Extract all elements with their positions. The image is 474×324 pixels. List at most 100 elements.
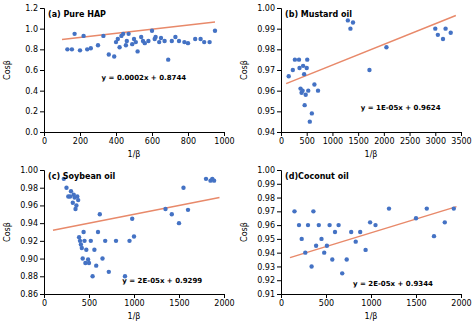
- scatter-point: [181, 186, 185, 190]
- scatter-point: [166, 57, 170, 61]
- tick-mark: [371, 294, 372, 298]
- tick-mark: [326, 294, 327, 298]
- tick-mark: [188, 132, 189, 136]
- tick-mark: [134, 294, 135, 298]
- panel: 020040060080010000.00.20.40.60.81.01.2y …: [3, 4, 235, 159]
- tick-label: 0.96: [257, 87, 275, 96]
- tick: 500: [319, 294, 334, 308]
- y-axis: 0.00.20.40.60.81.01.2: [25, 4, 44, 137]
- scatter-point: [146, 39, 150, 43]
- tick-label: 1000: [361, 299, 381, 308]
- scatter-point: [204, 177, 208, 181]
- scatter-point: [135, 49, 139, 53]
- scatter-point: [76, 198, 80, 202]
- tick-label: 0.2: [25, 107, 38, 116]
- scatter-point: [70, 47, 74, 51]
- tick-label: 1500: [169, 299, 189, 308]
- scatter-point: [198, 37, 202, 41]
- scatter-point: [89, 239, 93, 243]
- tick: 0.88: [20, 272, 44, 281]
- scatter-point: [207, 40, 211, 44]
- scatter-point: [449, 31, 453, 35]
- tick: 1000: [323, 132, 343, 146]
- tick-label: 0.86: [20, 290, 38, 299]
- plot-area: [53, 177, 220, 279]
- scatter-point: [317, 223, 321, 227]
- scatter-point: [127, 239, 131, 243]
- tick-mark: [277, 198, 281, 199]
- scatter-point: [358, 230, 362, 234]
- tick-mark: [277, 211, 281, 212]
- tick: 0.6: [25, 66, 44, 75]
- tick: 0.90: [20, 255, 44, 264]
- scatter-point: [302, 72, 306, 76]
- scatter-point: [114, 239, 118, 243]
- tick-label: 500: [319, 299, 334, 308]
- tick: 0.91: [257, 290, 281, 299]
- scatter-point: [300, 88, 304, 92]
- scatter-point: [96, 230, 100, 234]
- tick-mark: [461, 294, 462, 298]
- tick-label: 0.96: [257, 221, 275, 230]
- scatter-point: [107, 270, 111, 274]
- tick-mark: [277, 294, 281, 295]
- scatter-point: [82, 239, 86, 243]
- scatter-point: [340, 271, 344, 275]
- scatter-point: [134, 40, 138, 44]
- x-axis-line: [282, 295, 462, 299]
- equation: y = 2E-05x + 0.9344: [353, 280, 433, 288]
- equation: y = 2E-05x + 0.9299: [122, 277, 202, 285]
- tick-mark: [152, 132, 153, 136]
- scatter-point: [132, 234, 136, 238]
- tick-mark: [224, 294, 225, 298]
- tick: 0.95: [257, 235, 281, 244]
- scatter-point: [173, 35, 177, 39]
- y-axis-title: Cosβ: [240, 60, 249, 80]
- equation: y = 0.0002x + 0.8744: [102, 74, 187, 82]
- tick-mark: [80, 132, 81, 136]
- tick-label: 0.97: [257, 66, 275, 75]
- tick: 0.94: [257, 249, 281, 258]
- scatter-point: [292, 209, 296, 213]
- tick-mark: [277, 49, 281, 50]
- tick-mark: [416, 294, 417, 298]
- scatter-point: [333, 230, 337, 234]
- tick: 1500: [406, 294, 426, 308]
- scatter-point: [130, 217, 134, 221]
- tick-label: 400: [109, 137, 124, 146]
- tick-label: 0.94: [257, 249, 275, 258]
- plot-area: [290, 206, 457, 275]
- tick: 2000: [374, 132, 394, 146]
- tick-label: 1.00: [257, 4, 275, 13]
- tick-mark: [277, 266, 281, 267]
- tick-label: 0.91: [257, 290, 275, 299]
- tick-label: 0: [42, 137, 47, 146]
- tick: 0.99: [257, 25, 281, 34]
- y-axis-title: Cosβ: [3, 222, 12, 242]
- tick-mark: [40, 49, 44, 50]
- tick: 0.92: [257, 276, 281, 285]
- tick: 1.2: [25, 4, 44, 13]
- tick: 0.98: [257, 45, 281, 54]
- y-axis-line: [40, 9, 45, 133]
- scatter-point: [162, 39, 166, 43]
- tick: 1.00: [20, 166, 44, 175]
- scatter-point: [432, 234, 436, 238]
- tick-label: 2000: [451, 299, 471, 308]
- scatter-point: [302, 103, 306, 107]
- trend-line: [286, 15, 456, 83]
- scatter-point: [81, 230, 85, 234]
- tick: 1000: [214, 132, 234, 146]
- tick-label: 0.92: [20, 237, 38, 246]
- tick-label: 0.98: [20, 184, 38, 193]
- tick-mark: [277, 239, 281, 240]
- scatter-point: [202, 40, 206, 44]
- plot-area: [62, 22, 217, 62]
- tick-label: 0.99: [257, 180, 275, 189]
- x-axis-title: 1/β: [128, 312, 141, 321]
- scatter-point: [443, 220, 447, 224]
- tick-label: 0.90: [20, 255, 38, 264]
- tick: 0.98: [20, 184, 44, 193]
- y-axis-title: Cosβ: [240, 222, 249, 242]
- tick: 0.94: [20, 219, 44, 228]
